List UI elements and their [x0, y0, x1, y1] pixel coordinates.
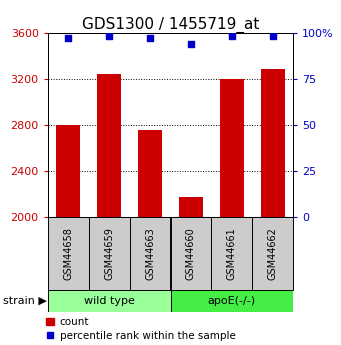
Bar — [220, 79, 244, 217]
Bar — [179, 197, 203, 217]
Text: GSM44659: GSM44659 — [104, 227, 114, 280]
Bar — [170, 217, 211, 290]
Bar — [130, 217, 170, 290]
Legend: count, percentile rank within the sample: count, percentile rank within the sample — [46, 317, 236, 341]
Point — [106, 34, 112, 39]
Text: strain ▶: strain ▶ — [3, 296, 47, 306]
Bar — [48, 290, 170, 312]
Text: GSM44660: GSM44660 — [186, 227, 196, 280]
Title: GDS1300 / 1455719_at: GDS1300 / 1455719_at — [82, 17, 259, 33]
Text: GSM44662: GSM44662 — [268, 227, 278, 280]
Text: GSM44661: GSM44661 — [227, 227, 237, 280]
Point — [188, 41, 194, 47]
Bar — [211, 217, 252, 290]
Bar — [97, 74, 121, 217]
Bar — [252, 217, 293, 290]
Bar — [89, 217, 130, 290]
Bar — [56, 125, 80, 217]
Bar — [261, 69, 285, 217]
Bar — [170, 290, 293, 312]
Point — [65, 36, 71, 41]
Point — [147, 36, 153, 41]
Bar — [138, 130, 162, 217]
Text: GSM44663: GSM44663 — [145, 227, 155, 280]
Text: apoE(-/-): apoE(-/-) — [208, 296, 256, 306]
Text: GSM44658: GSM44658 — [63, 227, 73, 280]
Text: wild type: wild type — [84, 296, 135, 306]
Bar — [48, 217, 89, 290]
Point — [229, 34, 235, 39]
Point — [270, 34, 276, 39]
